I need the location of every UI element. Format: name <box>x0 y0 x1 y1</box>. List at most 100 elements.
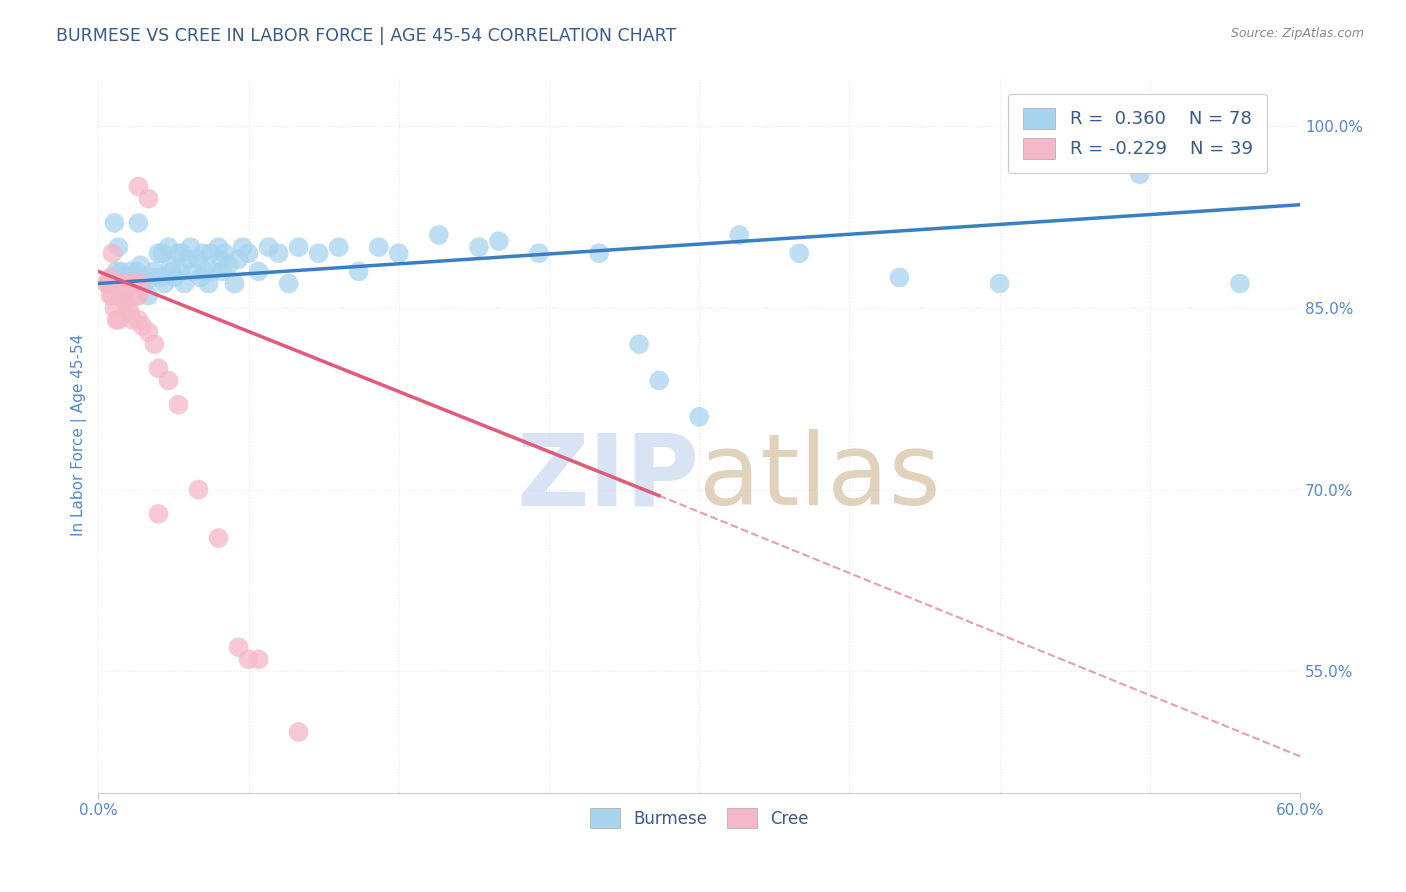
Point <box>127 216 149 230</box>
Point <box>427 227 450 242</box>
Point <box>159 258 181 272</box>
Point <box>167 398 190 412</box>
Point <box>218 258 240 272</box>
Point <box>134 277 156 291</box>
Point <box>124 277 146 291</box>
Point <box>287 725 309 739</box>
Point <box>388 246 411 260</box>
Text: Source: ZipAtlas.com: Source: ZipAtlas.com <box>1230 27 1364 40</box>
Y-axis label: In Labor Force | Age 45-54: In Labor Force | Age 45-54 <box>72 334 87 536</box>
Point <box>209 252 232 267</box>
Point <box>247 652 270 666</box>
Point <box>277 277 299 291</box>
Point <box>101 246 124 260</box>
Point <box>149 270 172 285</box>
Point <box>107 240 129 254</box>
Point <box>112 294 135 309</box>
Point <box>103 216 125 230</box>
Point <box>124 277 146 291</box>
Point <box>138 325 160 339</box>
Point <box>367 240 389 254</box>
Point <box>162 264 184 278</box>
Point <box>148 507 170 521</box>
Point <box>101 288 124 302</box>
Point <box>257 240 280 254</box>
Point <box>111 277 134 291</box>
Point <box>129 258 152 272</box>
Point <box>112 288 135 302</box>
Point <box>238 246 260 260</box>
Point <box>110 264 132 278</box>
Point <box>228 640 250 655</box>
Point <box>115 283 138 297</box>
Point <box>468 240 491 254</box>
Point <box>115 277 138 291</box>
Point <box>191 246 214 260</box>
Point <box>190 270 212 285</box>
Point <box>347 264 370 278</box>
Point <box>143 337 166 351</box>
Point <box>138 288 160 302</box>
Point <box>121 270 143 285</box>
Point <box>105 277 128 291</box>
Point <box>228 252 250 267</box>
Text: BURMESE VS CREE IN LABOR FORCE | AGE 45-54 CORRELATION CHART: BURMESE VS CREE IN LABOR FORCE | AGE 45-… <box>56 27 676 45</box>
Point <box>127 179 149 194</box>
Point <box>181 264 204 278</box>
Point <box>207 240 229 254</box>
Point <box>96 277 118 291</box>
Point <box>247 264 270 278</box>
Point <box>98 288 121 302</box>
Point <box>141 270 163 285</box>
Point <box>197 277 219 291</box>
Point <box>105 313 128 327</box>
Point <box>1129 168 1152 182</box>
Point <box>988 277 1011 291</box>
Point <box>179 240 201 254</box>
Point <box>127 288 149 302</box>
Point <box>103 301 125 315</box>
Point <box>648 374 671 388</box>
Point <box>143 264 166 278</box>
Point <box>105 264 128 278</box>
Point <box>157 240 180 254</box>
Point <box>308 246 330 260</box>
Point <box>127 313 149 327</box>
Point <box>131 318 153 333</box>
Point <box>224 277 246 291</box>
Point <box>101 270 124 285</box>
Point <box>193 264 215 278</box>
Point <box>157 374 180 388</box>
Point <box>148 361 170 376</box>
Point <box>112 270 135 285</box>
Point <box>152 246 174 260</box>
Point <box>267 246 290 260</box>
Point <box>111 277 134 291</box>
Point <box>117 277 139 291</box>
Point <box>238 652 260 666</box>
Point <box>789 246 811 260</box>
Point <box>138 192 160 206</box>
Point <box>153 277 176 291</box>
Point <box>169 264 191 278</box>
Point <box>328 240 350 254</box>
Point <box>131 270 153 285</box>
Point <box>97 277 120 291</box>
Point <box>187 252 209 267</box>
Point <box>172 246 194 260</box>
Point <box>103 277 125 291</box>
Point <box>97 277 120 291</box>
Point <box>129 277 152 291</box>
Point <box>125 288 148 302</box>
Point <box>214 246 236 260</box>
Text: ZIP: ZIP <box>516 429 699 526</box>
Point <box>527 246 550 260</box>
Point <box>287 240 309 254</box>
Point <box>1229 277 1251 291</box>
Legend: Burmese, Cree: Burmese, Cree <box>583 802 815 834</box>
Point <box>117 301 139 315</box>
Point <box>187 483 209 497</box>
Point <box>628 337 651 351</box>
Point <box>207 531 229 545</box>
Point <box>688 409 710 424</box>
